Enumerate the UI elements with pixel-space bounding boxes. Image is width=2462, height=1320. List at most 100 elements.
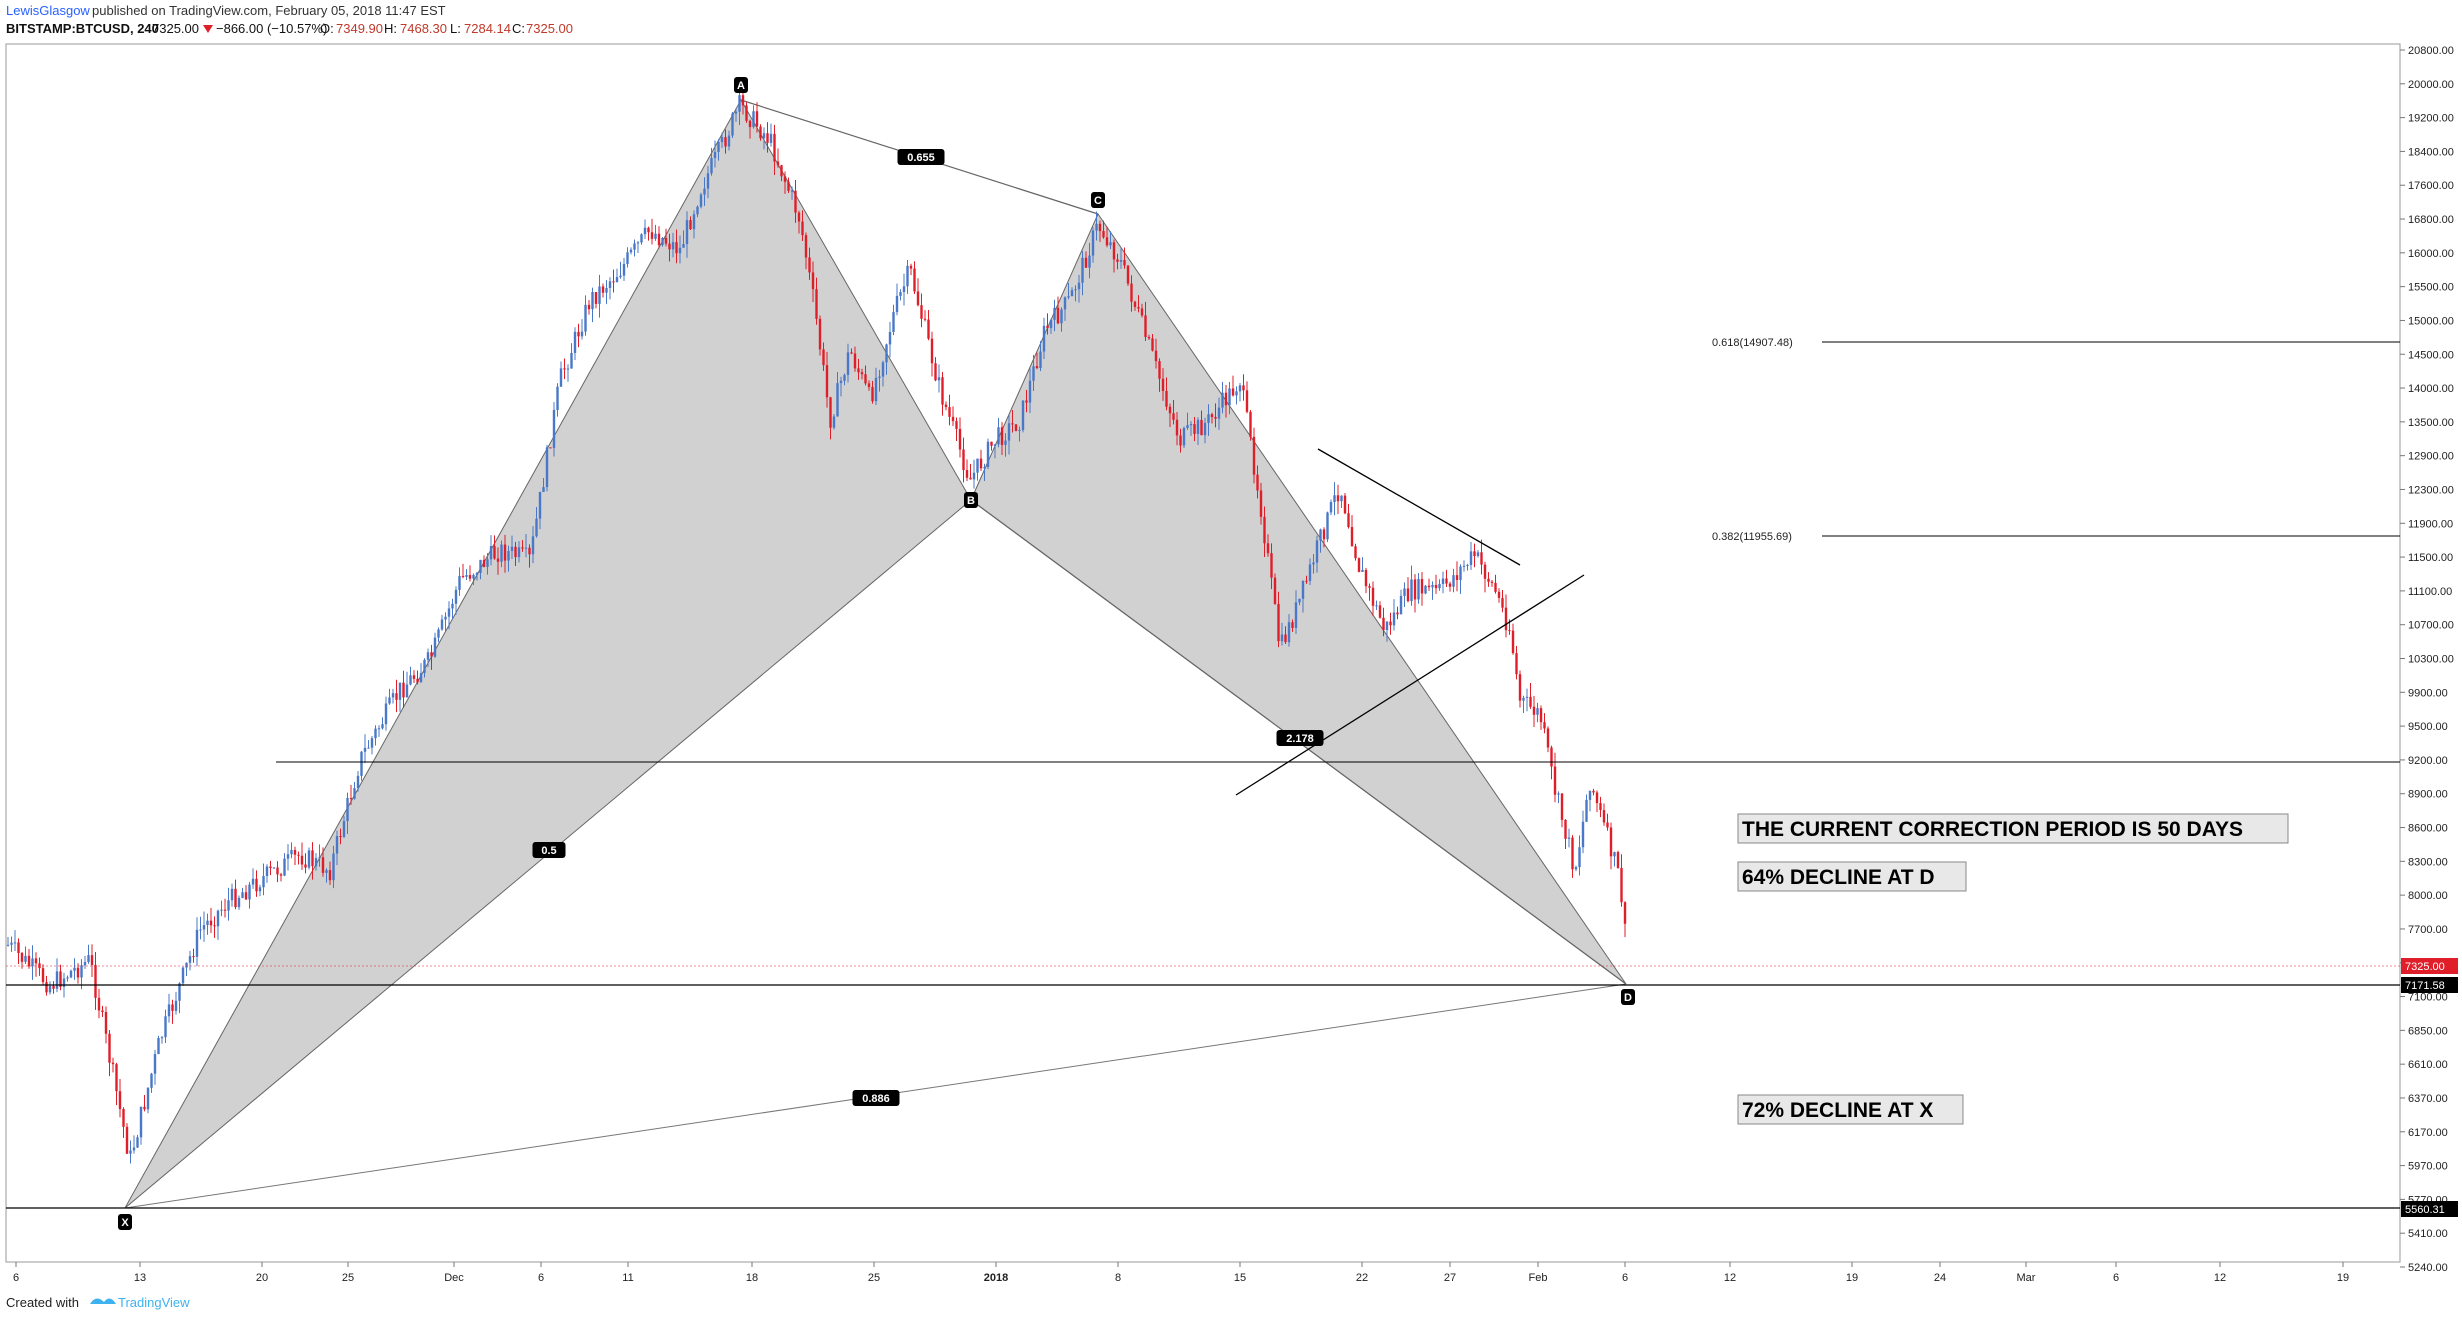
down-arrow-icon	[203, 25, 213, 33]
candle-body	[108, 1033, 111, 1063]
candle-body	[493, 546, 496, 559]
candle-body	[1508, 630, 1511, 632]
annotation-correction-period[interactable]: THE CURRENT CORRECTION PERIOD IS 50 DAYS	[1737, 813, 2289, 844]
time-tick-label: 12	[2214, 1272, 2226, 1284]
price-tick-label: 7700.00	[2408, 924, 2448, 936]
candle-body	[1060, 309, 1063, 324]
annotation-decline-x[interactable]: 72% DECLINE AT X	[1737, 1094, 1964, 1125]
candle-body	[818, 318, 822, 350]
candle-body	[1539, 708, 1543, 723]
price-tick-label: 20800.00	[2408, 45, 2454, 57]
annotation-text-decline-x: 72% DECLINE AT X	[1742, 1099, 1933, 1122]
candle-body	[405, 684, 409, 698]
candle-body	[335, 836, 339, 854]
candle-body	[461, 575, 465, 577]
candle-body	[486, 559, 489, 567]
annotation-text-correction: THE CURRENT CORRECTION PERIOD IS 50 DAYS	[1742, 818, 2243, 841]
candle-body	[860, 372, 864, 375]
candle-body	[755, 111, 759, 127]
candle-body	[1137, 306, 1140, 309]
price-tick-label: 7100.00	[2408, 992, 2448, 1004]
candle-body	[825, 365, 829, 398]
time-axis[interactable]: 6 13 20 25 Dec 6 11 18 25 2018 8 15 22 27 Feb 6 12 19 24 Ma…	[13, 1262, 2349, 1284]
candle-body	[1574, 867, 1578, 870]
candle-body	[762, 133, 766, 139]
candle-body	[566, 368, 570, 370]
candle-body	[731, 113, 734, 136]
candle-body	[713, 151, 717, 159]
price-tick-label: 8300.00	[2408, 856, 2448, 868]
low-value: 7284.14	[464, 21, 511, 36]
candle-body	[468, 575, 472, 579]
candle-body	[1473, 551, 1476, 556]
lower-trendline[interactable]	[1235, 574, 1585, 796]
candle-body	[601, 286, 605, 293]
candle-body	[629, 249, 633, 253]
candle-body	[619, 275, 622, 278]
ratio-label-ac: 0.655	[897, 149, 945, 165]
candle-body	[1410, 579, 1413, 602]
low-label: L:	[450, 21, 461, 36]
candle-body	[164, 1016, 167, 1038]
candle-body	[678, 247, 682, 254]
price-tick-label: 11900.00	[2408, 518, 2453, 530]
upper-trendline[interactable]	[1317, 448, 1521, 566]
candle-body	[283, 858, 286, 876]
candle-body	[472, 574, 475, 579]
candle-body	[1476, 552, 1480, 556]
tradingview-cloud-icon	[90, 1298, 116, 1304]
xabcd-pattern[interactable]	[124, 98, 1627, 1209]
candle-body	[409, 675, 412, 685]
pattern-triangle-xab	[124, 98, 972, 1209]
price-axis[interactable]: 20800.00 20000.00 19200.00 18400.00 17600.00…	[2400, 45, 2458, 1274]
candle-body	[1466, 565, 1469, 567]
candle-body	[426, 652, 430, 660]
candle-body	[1007, 423, 1011, 441]
candle-body	[1399, 595, 1403, 615]
candle-body	[1340, 495, 1343, 502]
candle-body	[230, 888, 234, 901]
candle-body	[528, 547, 531, 555]
price-tick-label: 6610.00	[2408, 1059, 2448, 1071]
candle-body	[622, 263, 626, 276]
svg-text:0.655: 0.655	[907, 152, 935, 164]
candle-body	[832, 416, 836, 428]
candle-body	[591, 291, 594, 310]
candle-body	[398, 682, 402, 700]
candle-body	[1021, 400, 1025, 431]
candle-body	[808, 257, 811, 273]
candle-body	[258, 887, 262, 892]
candle-body	[482, 559, 486, 567]
candle-body	[87, 955, 90, 963]
author-link[interactable]: LewisGlasgow	[6, 3, 90, 18]
point-tag-a: A	[734, 77, 748, 93]
candle-body	[643, 227, 647, 235]
candle-body	[52, 986, 55, 989]
candle-body	[839, 380, 843, 384]
candle-body	[1403, 588, 1406, 596]
candle-body	[479, 559, 482, 573]
candle-body	[1028, 380, 1032, 403]
candle-body	[1469, 551, 1473, 566]
candle-body	[1291, 622, 1294, 628]
candle-body	[90, 955, 94, 965]
candle-body	[423, 659, 426, 673]
candle-body	[111, 1062, 115, 1065]
candle-body	[685, 220, 689, 245]
candle-body	[1620, 867, 1623, 903]
candle-body	[349, 797, 353, 799]
candle-body	[573, 331, 577, 353]
candle-body	[1308, 564, 1312, 581]
candle-body	[1172, 413, 1175, 420]
candle-body	[682, 244, 685, 248]
price-tick-label: 14500.00	[2408, 349, 2454, 361]
footer-brand-link[interactable]: TradingView	[118, 1295, 190, 1310]
candle-body	[209, 920, 213, 926]
candle-body	[1224, 392, 1228, 406]
price-tick-label: 6850.00	[2408, 1025, 2448, 1037]
annotation-decline-d[interactable]: 64% DECLINE AT D	[1737, 861, 1967, 892]
price-tick-label: 11100.00	[2408, 586, 2452, 598]
candle-body	[244, 892, 248, 900]
candle-body	[951, 416, 955, 422]
